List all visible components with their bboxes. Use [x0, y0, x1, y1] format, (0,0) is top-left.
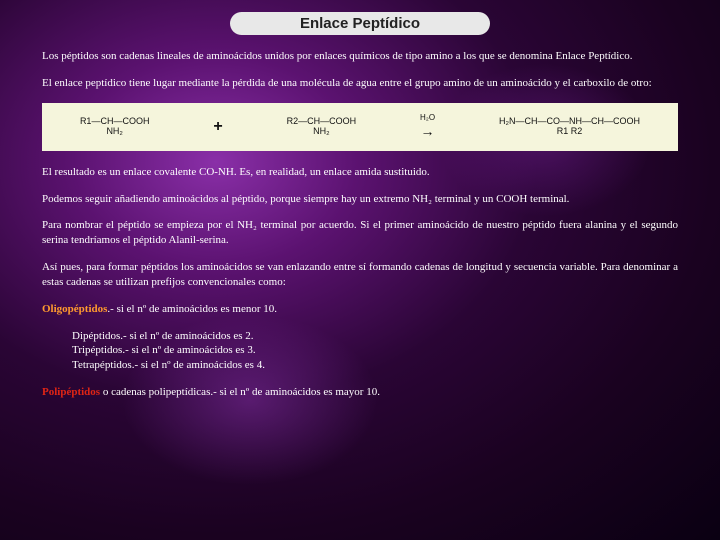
reaction-diagram: R1—CH—COOH NH₂ + R2—CH—COOH NH₂ H₂O → H₂…: [42, 103, 678, 151]
polypeptides-label: Polipéptidos: [42, 386, 100, 398]
oligopeptides-sublist: Dipéptidos.- si el nº de aminoácidos es …: [72, 329, 678, 374]
paragraph-extend: Podemos seguir añadiendo aminoácidos al …: [42, 192, 678, 207]
dipeptides-line: Dipéptidos.- si el nº de aminoácidos es …: [72, 329, 678, 344]
tetrapeptides-line: Tetrapéptidos.- si el nº de aminoácidos …: [72, 358, 678, 373]
water-loss: H₂O: [420, 114, 435, 123]
plus-sign: +: [213, 118, 222, 136]
arrow-icon: →: [420, 124, 435, 139]
reactant-2: R2—CH—COOH NH₂: [287, 117, 357, 137]
product-groups: R1 R2: [499, 127, 640, 137]
oligopeptides-rest: .- si el nº de aminoácidos es menor 10.: [107, 303, 277, 315]
oligopeptides-line: Oligopéptidos.- si el nº de aminoácidos …: [42, 302, 678, 317]
mol1-group: NH₂: [80, 127, 150, 137]
mol2-group: NH₂: [287, 127, 357, 137]
reaction-arrow-group: H₂O →: [420, 114, 435, 140]
product: H₂N—CH—CO—NH—CH—COOH R1 R2: [499, 117, 640, 137]
tripeptides-line: Tripéptidos.- si el nº de aminoácidos es…: [72, 343, 678, 358]
paragraph-intro: Los péptidos son cadenas lineales de ami…: [42, 49, 678, 64]
polypeptides-line: Polipéptidos o cadenas polipeptídicas.- …: [42, 385, 678, 400]
polypeptides-rest: o cadenas polipeptídicas.- si el nº de a…: [100, 386, 380, 398]
oligopeptides-label: Oligopéptidos: [42, 303, 107, 315]
paragraph-result: El resultado es un enlace covalente CO-N…: [42, 165, 678, 180]
reactant-1: R1—CH—COOH NH₂: [80, 117, 150, 137]
paragraph-mechanism: El enlace peptídico tiene lugar mediante…: [42, 76, 678, 91]
page-title: Enlace Peptídico: [230, 12, 490, 35]
paragraph-chains: Así pues, para formar péptidos los amino…: [42, 260, 678, 290]
paragraph-naming: Para nombrar el péptido se empieza por e…: [42, 218, 678, 248]
